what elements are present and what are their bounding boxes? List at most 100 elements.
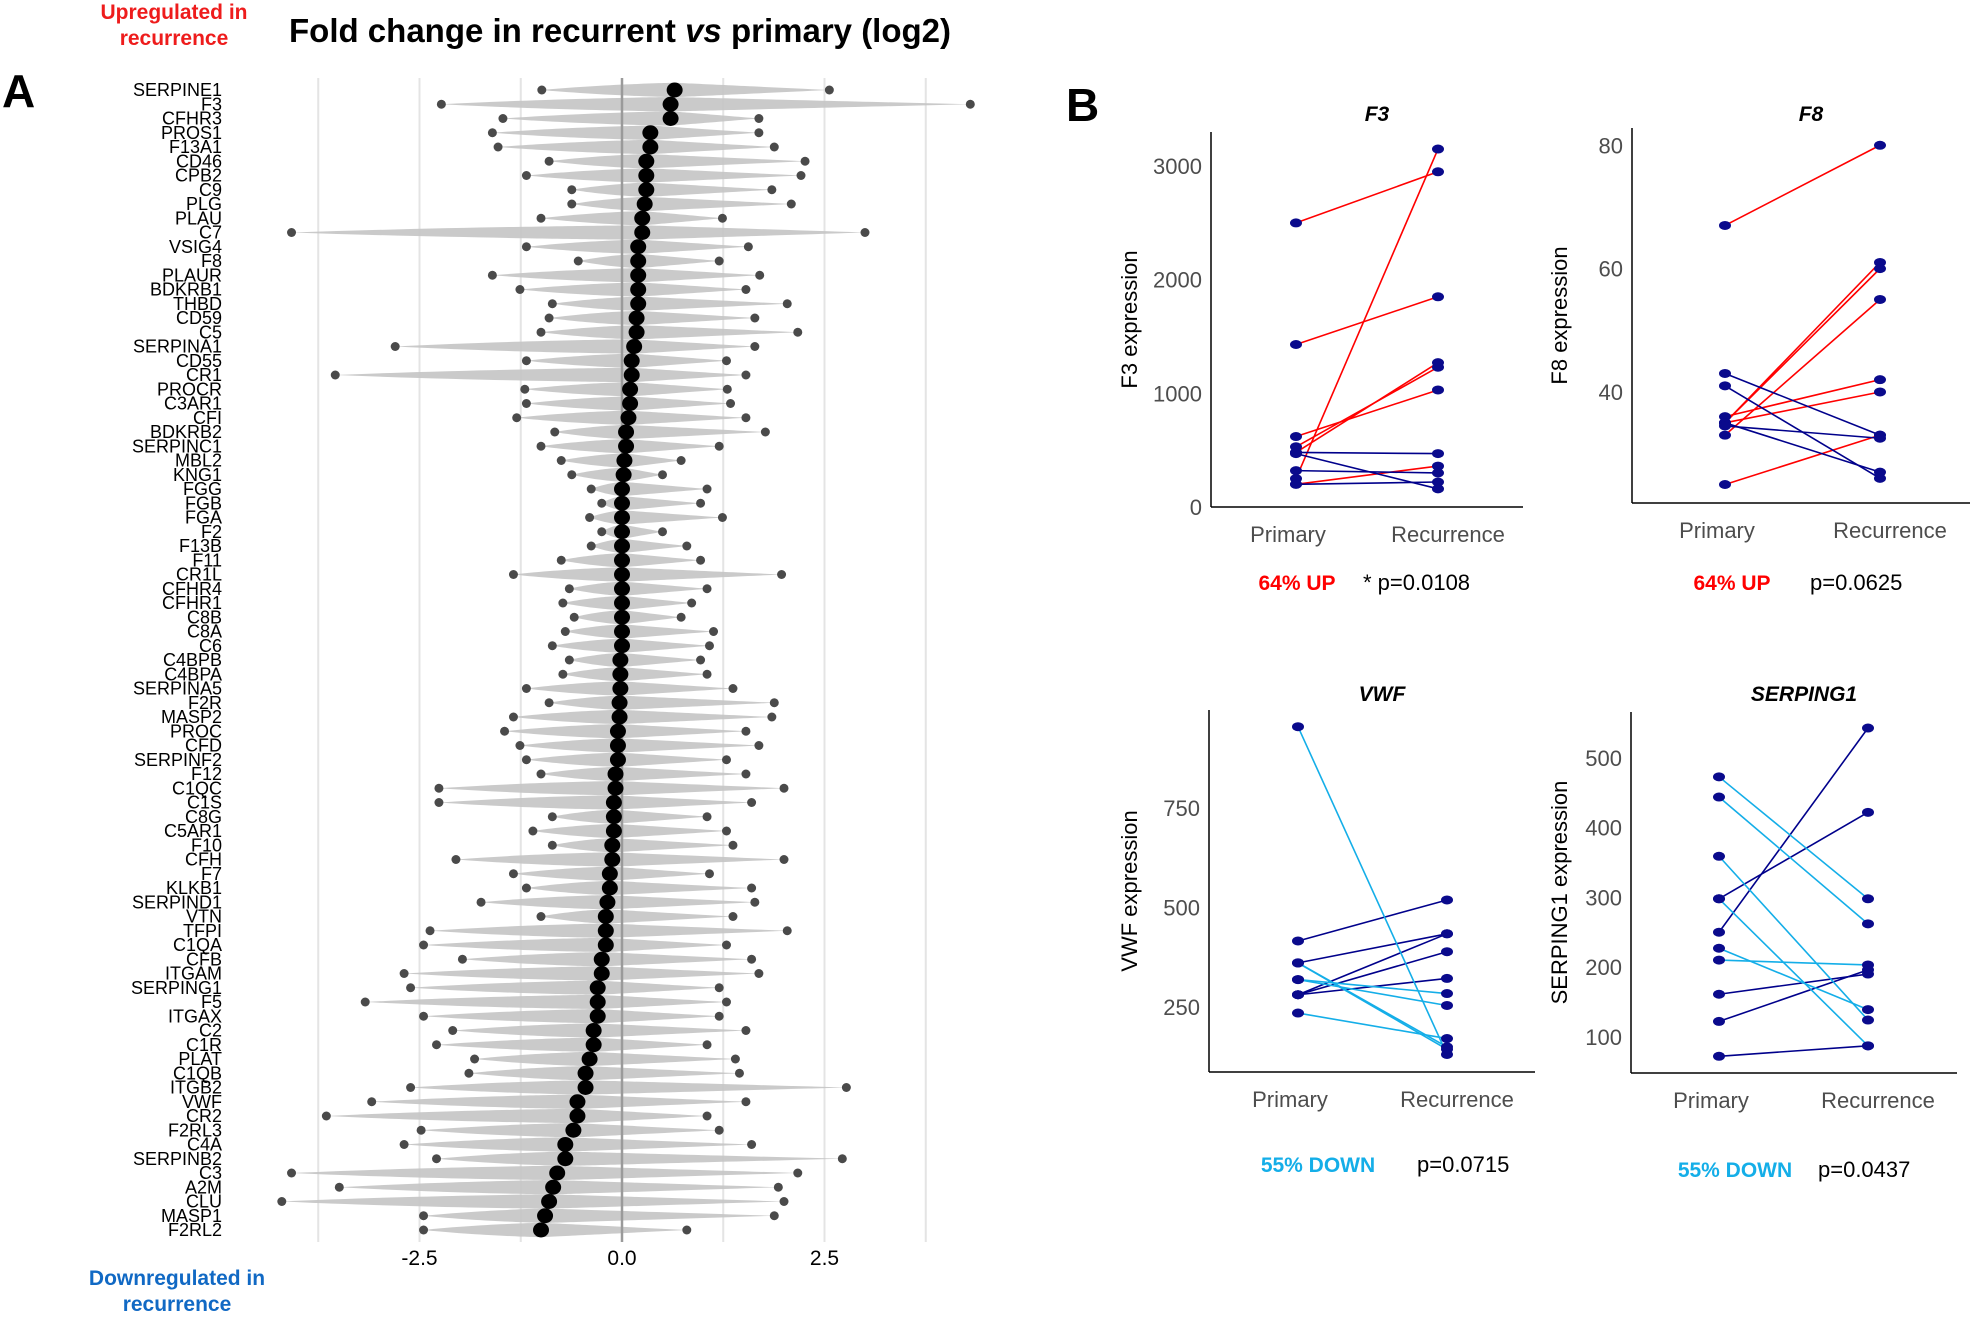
point-max-F8 (714, 256, 724, 266)
point-min-F5 (360, 997, 370, 1007)
pair-line-decrease (1718, 947, 1869, 1011)
median-FGG (614, 481, 630, 497)
gene-label: SERPIND1 (132, 892, 222, 912)
violin-PLAT (474, 1051, 736, 1067)
gene-label: CR1L (176, 565, 222, 585)
pair-line-decrease (1718, 796, 1869, 925)
median-F8 (630, 253, 647, 269)
paired-plot-vwf: VWF 250 500 750 VWF expression Primary Recurre… (1117, 683, 1535, 1177)
point-primary (1713, 955, 1725, 965)
point-max-SERPING1 (714, 983, 724, 993)
point-max-SERPINA5 (728, 684, 738, 693)
point-min-VWF (367, 1097, 377, 1107)
point-max-F13A1 (769, 142, 779, 152)
point-max-CFI (741, 413, 751, 423)
median-A2M (545, 1179, 562, 1195)
point-max-BDKRB1 (741, 285, 751, 294)
gene-label: A2M (185, 1177, 222, 1197)
gene-label: C8B (187, 607, 222, 627)
point-recurrence (1441, 1042, 1453, 1052)
y-tick-label: 100 (1585, 1025, 1622, 1050)
violin-C4A (404, 1137, 752, 1152)
y-tick-label: 40 (1599, 380, 1623, 405)
gene-label: F2 (201, 522, 222, 542)
point-max-F11 (696, 555, 706, 565)
point-min-CFH (451, 855, 461, 864)
point-recurrence (1874, 467, 1886, 477)
change-summary: 64% UP (1258, 572, 1335, 595)
point-max-KLKB1 (747, 883, 757, 893)
median-CFHR1 (614, 595, 630, 611)
violin-SERPINB2 (436, 1151, 843, 1166)
point-max-CD46 (800, 156, 810, 166)
violin-SERPINF2 (526, 752, 727, 767)
point-min-FGG (586, 484, 596, 494)
pair-line-increase (1297, 899, 1448, 942)
point-recurrence (1432, 449, 1444, 459)
point-recurrence (1874, 264, 1886, 274)
gene-label: ITGAM (165, 964, 222, 984)
change-summary: 55% DOWN (1678, 1159, 1792, 1182)
violin-chart: SERPINE1F3CFHR3PROS1F13A1CD46CPB2C9PLGPL… (131, 78, 975, 1270)
point-recurrence (1874, 140, 1886, 150)
y-tick-label: 2000 (1153, 268, 1202, 293)
violin-PLG (571, 196, 792, 212)
median-PROC (609, 723, 626, 739)
y-tick-label: 500 (1163, 896, 1200, 921)
point-min-TFPI (425, 926, 435, 936)
gene-label: F12 (191, 764, 222, 784)
gene-label: SERPINA1 (133, 337, 222, 357)
point-recurrence (1874, 473, 1886, 483)
median-CR1 (623, 367, 640, 383)
pair-line-decrease (1297, 726, 1448, 1055)
point-max-ITGAX (714, 1011, 724, 1021)
x-tick-label: 2.5 (810, 1247, 839, 1270)
median-TFPI (597, 923, 614, 939)
median-C5AR1 (605, 823, 622, 839)
violin-ITGAM (404, 966, 759, 981)
point-min-C8A (560, 627, 570, 636)
violin-F8 (578, 253, 720, 269)
point-min-C2 (448, 1026, 458, 1035)
point-max-C7 (860, 228, 870, 237)
point-max-CLU (779, 1197, 789, 1206)
median-ITGB2 (577, 1080, 594, 1095)
gene-label: CD59 (176, 308, 222, 328)
point-primary (1719, 412, 1731, 422)
point-min-F3 (436, 99, 446, 109)
gene-label: SERPINB2 (133, 1149, 222, 1169)
violin-VWF (371, 1094, 746, 1109)
median-C1QA (597, 937, 614, 953)
gene-label: F3 (201, 94, 222, 114)
point-primary (1713, 792, 1725, 802)
median-CPB2 (638, 168, 655, 183)
point-max-C8G (702, 812, 712, 822)
point-max-BDKRB2 (760, 427, 770, 437)
x-category-primary: Primary (1673, 1088, 1749, 1113)
violin-CD46 (549, 154, 806, 169)
panel-a-title: Fold change in recurrent vs primary (log… (289, 12, 951, 50)
p-value: p=0.0437 (1818, 1157, 1910, 1182)
violin-PLAUR (492, 268, 760, 283)
median-CR2 (569, 1108, 586, 1124)
point-max-F3 (965, 99, 975, 109)
y-tick-label: 1000 (1153, 381, 1202, 406)
x-tick-label: -2.5 (401, 1247, 437, 1270)
pair-line-increase (1295, 362, 1439, 454)
median-F13B (614, 538, 630, 554)
point-min-BDKRB2 (550, 427, 560, 437)
y-tick-label: 400 (1585, 816, 1622, 841)
median-C6 (614, 638, 630, 654)
point-max-CFHR3 (754, 114, 764, 123)
point-min-MASP2 (508, 712, 518, 722)
point-primary (1719, 368, 1731, 378)
point-min-C5AR1 (528, 826, 538, 836)
median-CFH (604, 852, 621, 867)
point-recurrence (1441, 1034, 1453, 1044)
point-min-FGB (597, 498, 607, 508)
gene-label: F10 (191, 835, 222, 855)
point-min-CD55 (521, 356, 531, 366)
point-min-C1S (434, 798, 444, 807)
violin-BDKRB2 (554, 424, 766, 440)
point-min-C1QA (419, 940, 429, 950)
